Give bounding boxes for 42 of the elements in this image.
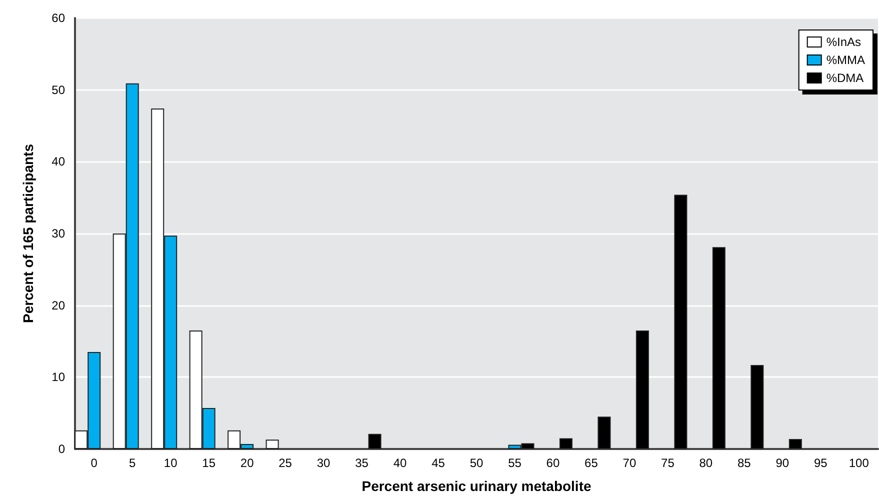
- x-tick-label: 75: [661, 456, 675, 470]
- x-tick-label: 85: [737, 456, 752, 470]
- x-tick-label: 60: [546, 456, 560, 470]
- x-tick-label: 55: [508, 456, 522, 470]
- legend-label: %InAs: [826, 35, 862, 49]
- x-tick-label: 20: [240, 456, 254, 470]
- y-tick-label: 60: [52, 11, 66, 25]
- x-tick-label: 100: [848, 456, 870, 470]
- x-tick-label: 95: [814, 456, 828, 470]
- bar: [674, 194, 688, 449]
- y-tick-label: 50: [52, 82, 66, 97]
- bar: [788, 438, 802, 449]
- bar: [712, 247, 726, 449]
- x-tick-label: 25: [278, 456, 292, 470]
- bar: [266, 440, 279, 449]
- x-tick-label: 15: [202, 456, 216, 470]
- x-tick-label: 65: [584, 456, 598, 470]
- x-tick-label: 40: [393, 456, 408, 470]
- bar: [636, 330, 649, 449]
- x-tick-label: 50: [470, 456, 484, 470]
- y-tick-label: 20: [52, 298, 66, 312]
- bar: [750, 364, 764, 449]
- x-tick-label: 80: [699, 456, 713, 470]
- x-axis-title: Percent arsenic urinary metabolite: [362, 478, 592, 494]
- x-tick-label: 10: [164, 456, 178, 470]
- y-axis-title: Percent of 165 participants: [20, 144, 36, 323]
- bar: [368, 434, 382, 449]
- y-tick-label: 30: [52, 226, 66, 240]
- x-tick-label: 30: [316, 456, 331, 470]
- x-tick-label: 0: [90, 456, 98, 470]
- y-tick-label: 10: [52, 370, 66, 384]
- x-tick-label: 70: [622, 456, 636, 470]
- x-tick-label: 90: [776, 456, 790, 470]
- x-tick-label: 5: [129, 456, 136, 470]
- y-tick-label: 0: [58, 442, 66, 456]
- x-tick-label: 35: [355, 456, 369, 470]
- legend-label: %MMA: [826, 53, 866, 67]
- y-tick-label: 40: [52, 154, 66, 169]
- x-tick-label: 45: [432, 456, 446, 470]
- legend-label: %DMA: [826, 71, 864, 85]
- bar: [559, 438, 572, 449]
- bar: [598, 416, 611, 449]
